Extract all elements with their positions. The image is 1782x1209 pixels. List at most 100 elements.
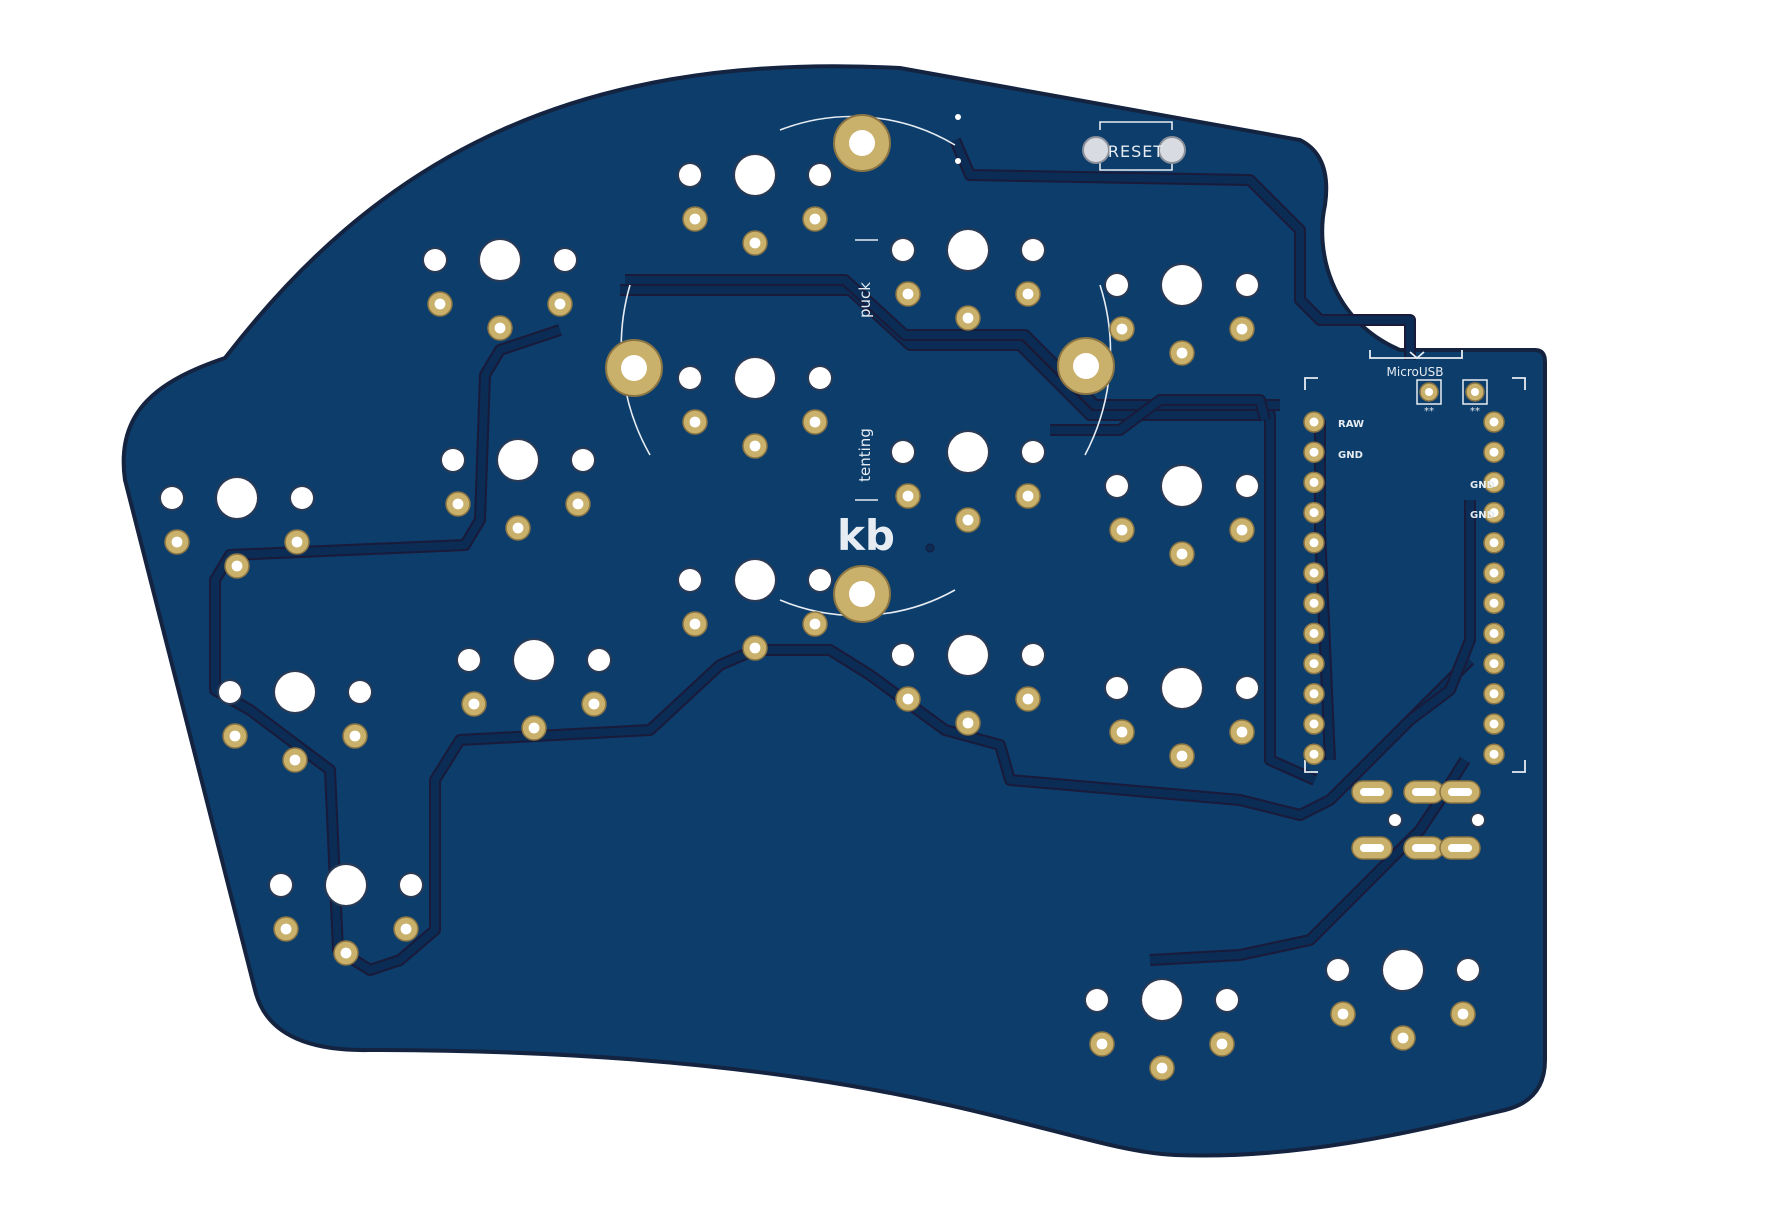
pad-drill xyxy=(1309,568,1319,578)
pad-drill xyxy=(1022,693,1034,705)
pad-drill xyxy=(1337,1008,1349,1020)
pad-drill xyxy=(1216,1038,1228,1050)
pad-drill xyxy=(1309,598,1319,608)
switch-hole xyxy=(735,155,775,195)
switch-hole xyxy=(809,367,831,389)
pad-drill xyxy=(1309,659,1319,669)
switch-hole xyxy=(1383,950,1423,990)
switch-hole xyxy=(326,865,366,905)
pad-drill xyxy=(1489,538,1499,548)
pad-drill xyxy=(1309,628,1319,638)
pad-drill xyxy=(340,947,352,959)
switch-hole xyxy=(219,681,241,703)
switch-hole xyxy=(572,449,594,471)
switch-hole xyxy=(349,681,371,703)
switch-hole xyxy=(217,478,257,518)
kb-logo: kb xyxy=(837,511,895,560)
pad-drill xyxy=(1489,628,1499,638)
microusb-label: MicroUSB xyxy=(1387,365,1444,379)
pad-drill xyxy=(588,698,600,710)
reset-button-pad[interactable] xyxy=(1158,136,1186,164)
switch-hole xyxy=(1457,959,1479,981)
pad-drill xyxy=(494,322,506,334)
switch-hole xyxy=(1106,274,1128,296)
pad-drill xyxy=(1309,689,1319,699)
pad-drill xyxy=(1489,749,1499,759)
switch-hole xyxy=(809,569,831,591)
trrs-pad-slot xyxy=(1412,788,1436,796)
switch-hole xyxy=(1086,989,1108,1011)
reset-button-pad[interactable] xyxy=(1082,136,1110,164)
switch-hole xyxy=(270,874,292,896)
trace xyxy=(211,326,1473,974)
pad-drill xyxy=(1116,524,1128,536)
jumper-label-1: ** xyxy=(1424,406,1434,417)
pad-drill xyxy=(1489,689,1499,699)
switch-hole xyxy=(735,560,775,600)
switch-hole xyxy=(1236,677,1258,699)
pad-drill xyxy=(1236,726,1248,738)
pad-drill xyxy=(231,560,243,572)
mcu-silk-outline xyxy=(1304,350,1526,773)
switch-hole xyxy=(1142,980,1182,1020)
switch-hole xyxy=(892,441,914,463)
pad-drill xyxy=(809,416,821,428)
pad-drill xyxy=(400,923,412,935)
pad-drill xyxy=(1116,726,1128,738)
switch-hole xyxy=(480,240,520,280)
switch-hole xyxy=(1327,959,1349,981)
pad-drill xyxy=(1156,1062,1168,1074)
pad-drill xyxy=(1176,750,1188,762)
pad-drill xyxy=(689,213,701,225)
pad-drill xyxy=(1309,719,1319,729)
switch-hole xyxy=(1236,475,1258,497)
switch-hole xyxy=(275,672,315,712)
pad-drill xyxy=(289,754,301,766)
pad-drill xyxy=(749,440,761,452)
tenting-label: tenting xyxy=(856,428,874,482)
pad-drill xyxy=(1489,477,1499,487)
pad-drill xyxy=(962,312,974,324)
pad-drill xyxy=(902,693,914,705)
copper-traces xyxy=(209,137,1476,976)
pad-drill xyxy=(528,722,540,734)
switch-hole xyxy=(1162,668,1202,708)
switch-hole xyxy=(1236,274,1258,296)
jumper-label-2: ** xyxy=(1470,406,1480,417)
switch-hole xyxy=(892,644,914,666)
pad-drill xyxy=(1116,323,1128,335)
switch-hole xyxy=(291,487,313,509)
pad-drill xyxy=(280,923,292,935)
switch-hole xyxy=(679,164,701,186)
switch-hole xyxy=(679,367,701,389)
pad-drill xyxy=(452,498,464,510)
switch-holes-layer xyxy=(159,153,1486,1022)
trace xyxy=(951,138,1414,360)
pad-drill xyxy=(1489,719,1499,729)
vias xyxy=(925,114,961,553)
pad-drill xyxy=(1309,508,1319,518)
switch-hole xyxy=(809,164,831,186)
switch-hole xyxy=(458,649,480,671)
pad-drill xyxy=(1176,548,1188,560)
pad-drill xyxy=(1022,288,1034,300)
pad-drill xyxy=(1397,1032,1409,1044)
reset-silk-box xyxy=(1099,121,1173,171)
pad-drill xyxy=(689,618,701,630)
switch-hole xyxy=(1162,265,1202,305)
switch-hole xyxy=(892,239,914,261)
pad-drill xyxy=(962,514,974,526)
switch-hole xyxy=(588,649,610,671)
trrs-pad-slot xyxy=(1412,844,1436,852)
switch-hole xyxy=(1389,814,1401,826)
pad-drill xyxy=(902,490,914,502)
puck-mount-drill xyxy=(849,130,875,156)
pad-drill xyxy=(1309,477,1319,487)
pad-drill xyxy=(809,618,821,630)
reset-label: RESET xyxy=(1108,142,1164,161)
pads-layer xyxy=(164,114,1505,1081)
switch-hole xyxy=(679,569,701,591)
pad-drill xyxy=(349,730,361,742)
switch-hole xyxy=(424,249,446,271)
pad-drill xyxy=(1309,417,1319,427)
